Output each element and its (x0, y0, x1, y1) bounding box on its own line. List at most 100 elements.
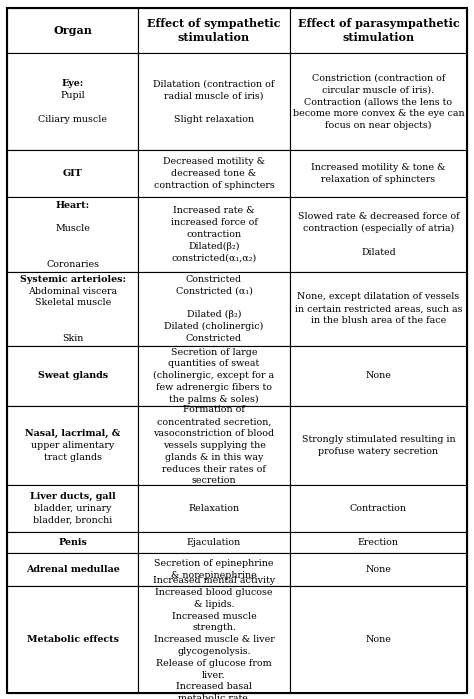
Text: & norepinephrine: & norepinephrine (171, 571, 257, 579)
Bar (7, 346, 138, 405)
Text: increased force of: increased force of (171, 218, 257, 227)
Text: Dilated(β₂): Dilated(β₂) (188, 242, 240, 251)
Text: constricted(α₁,α₂): constricted(α₁,α₂) (172, 254, 256, 263)
Text: Increased blood glucose: Increased blood glucose (155, 588, 273, 597)
Text: Increased muscle & liver: Increased muscle & liver (154, 635, 274, 644)
Bar (290, 197, 467, 272)
Text: Secretion of epinephrine: Secretion of epinephrine (154, 559, 274, 568)
Text: profuse watery secretion: profuse watery secretion (319, 447, 438, 456)
Bar (138, 532, 290, 553)
Bar (138, 586, 290, 693)
Text: Constricted (α₁): Constricted (α₁) (175, 287, 253, 296)
Text: in the blush area of the face: in the blush area of the face (311, 316, 446, 325)
Text: concentrated secretion,: concentrated secretion, (157, 417, 271, 426)
Text: Dilated: Dilated (361, 247, 396, 257)
Text: tract glands: tract glands (44, 453, 101, 462)
Text: Formation of: Formation of (183, 405, 245, 415)
Text: contraction (especially of atria): contraction (especially of atria) (303, 224, 454, 233)
Text: Muscle: Muscle (55, 224, 90, 233)
Text: reduces their rates of: reduces their rates of (162, 465, 266, 473)
Text: contraction of sphincters: contraction of sphincters (154, 181, 274, 190)
Text: Release of glucose from: Release of glucose from (156, 658, 272, 668)
Text: circular muscle of iris).: circular muscle of iris). (322, 85, 435, 94)
Bar (7, 553, 138, 586)
Text: Contraction (allows the lens to: Contraction (allows the lens to (304, 97, 453, 106)
Text: Dilated (cholinergic): Dilated (cholinergic) (164, 322, 264, 331)
Text: contraction: contraction (186, 230, 242, 239)
Text: Erection: Erection (358, 538, 399, 547)
Text: Dilated (β₂): Dilated (β₂) (187, 310, 241, 319)
Text: Effect of sympathetic: Effect of sympathetic (147, 18, 281, 29)
Text: Heart:: Heart: (55, 201, 90, 210)
Text: radial muscle of iris): radial muscle of iris) (164, 91, 264, 100)
Text: quantities of sweat: quantities of sweat (168, 359, 260, 368)
Text: upper alimentary: upper alimentary (31, 441, 114, 450)
Bar (138, 8, 290, 54)
Text: bladder, bronchi: bladder, bronchi (33, 516, 112, 525)
Text: glycogenolysis.: glycogenolysis. (177, 647, 251, 656)
Bar (290, 586, 467, 693)
Text: vasoconstriction of blood: vasoconstriction of blood (154, 429, 274, 438)
Bar (7, 532, 138, 553)
Bar (290, 485, 467, 532)
Text: stimulation: stimulation (342, 32, 414, 43)
Bar (138, 54, 290, 150)
Bar (290, 532, 467, 553)
Text: Increased rate &: Increased rate & (173, 206, 255, 215)
Text: Increased mental activity: Increased mental activity (153, 576, 275, 585)
Bar (138, 346, 290, 405)
Text: bladder, urinary: bladder, urinary (34, 504, 111, 513)
Text: GIT: GIT (63, 169, 82, 178)
Text: Ejaculation: Ejaculation (187, 538, 241, 547)
Bar (7, 586, 138, 693)
Text: Abdominal viscera: Abdominal viscera (28, 287, 117, 296)
Text: Adrenal medullae: Adrenal medullae (26, 565, 119, 574)
Bar (138, 272, 290, 346)
Bar (138, 485, 290, 532)
Text: focus on near objects): focus on near objects) (325, 121, 432, 130)
Text: Penis: Penis (58, 538, 87, 547)
Bar (290, 272, 467, 346)
Text: in certain restricted areas, such as: in certain restricted areas, such as (295, 304, 462, 313)
Text: Skin: Skin (62, 334, 83, 343)
Text: become more convex & the eye can: become more convex & the eye can (292, 109, 464, 118)
Bar (7, 485, 138, 532)
Text: Constricted: Constricted (186, 334, 242, 343)
Text: Liver ducts, gall: Liver ducts, gall (30, 492, 116, 501)
Text: Coronaries: Coronaries (46, 259, 99, 268)
Bar (290, 54, 467, 150)
Text: relaxation of sphincters: relaxation of sphincters (321, 175, 436, 184)
Text: Effect of parasympathetic: Effect of parasympathetic (298, 18, 459, 29)
Text: Slowed rate & decreased force of: Slowed rate & decreased force of (298, 212, 459, 222)
Bar (290, 553, 467, 586)
Text: None: None (365, 565, 392, 574)
Text: Dilatation (contraction of: Dilatation (contraction of (153, 80, 275, 88)
Bar (290, 405, 467, 485)
Text: (cholinergic, except for a: (cholinergic, except for a (154, 371, 274, 380)
Text: Pupil: Pupil (60, 91, 85, 100)
Text: Increased basal: Increased basal (176, 682, 252, 691)
Text: Systemic arterioles:: Systemic arterioles: (19, 275, 126, 284)
Text: Metabolic effects: Metabolic effects (27, 635, 118, 644)
Bar (290, 346, 467, 405)
Bar (7, 272, 138, 346)
Text: Nasal, lacrimal, &: Nasal, lacrimal, & (25, 429, 120, 438)
Text: Relaxation: Relaxation (189, 504, 239, 513)
Text: secretion: secretion (191, 476, 237, 485)
Bar (138, 197, 290, 272)
Text: None: None (365, 371, 392, 380)
Bar (290, 150, 467, 197)
Text: Sweat glands: Sweat glands (37, 371, 108, 380)
Bar (7, 405, 138, 485)
Bar (138, 150, 290, 197)
Text: None: None (365, 635, 392, 644)
Bar (7, 197, 138, 272)
Bar (138, 405, 290, 485)
Text: Constricted: Constricted (186, 275, 242, 284)
Text: Ciliary muscle: Ciliary muscle (38, 115, 107, 124)
Text: Constriction (contraction of: Constriction (contraction of (312, 73, 445, 82)
Text: Increased muscle: Increased muscle (172, 612, 256, 621)
Text: None, except dilatation of vessels: None, except dilatation of vessels (297, 292, 459, 301)
Text: Eye:: Eye: (62, 80, 84, 88)
Text: few adrenergic fibers to: few adrenergic fibers to (156, 383, 272, 392)
